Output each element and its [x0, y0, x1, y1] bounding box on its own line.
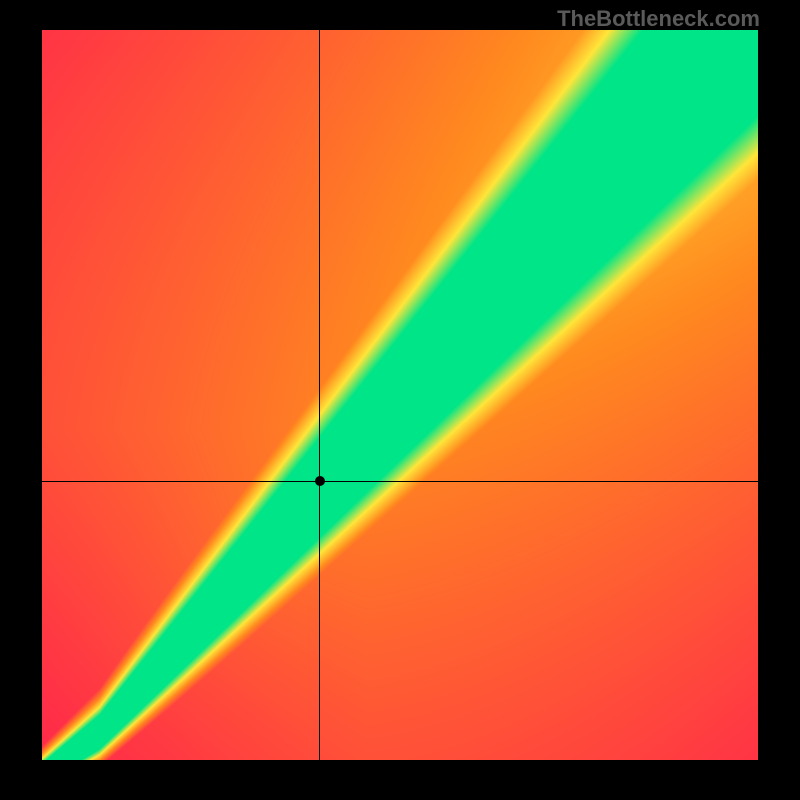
heatmap-canvas — [42, 30, 758, 760]
crosshair-vertical — [319, 30, 320, 760]
plot-area — [42, 30, 758, 760]
crosshair-horizontal — [42, 481, 758, 482]
crosshair-marker — [315, 476, 325, 486]
chart-container: TheBottleneck.com — [0, 0, 800, 800]
watermark-text: TheBottleneck.com — [557, 6, 760, 32]
